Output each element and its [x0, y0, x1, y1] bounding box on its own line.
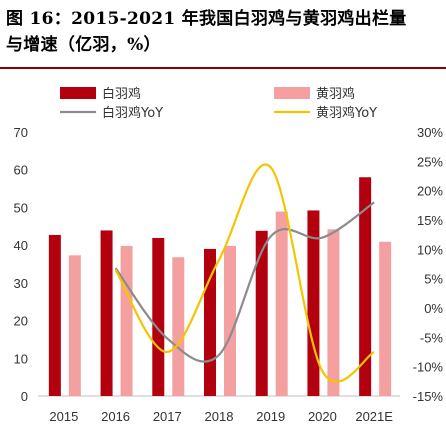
bar-white-2019	[255, 230, 268, 396]
legend-swatch-1	[274, 87, 310, 99]
left-tick-label: 30	[14, 276, 28, 291]
right-tick-label: 20%	[417, 184, 443, 199]
bar-yellow-2019	[275, 211, 288, 396]
x-tick-label: 2020	[308, 409, 337, 424]
bar-white-2020	[307, 210, 320, 396]
right-tick-label: -15%	[413, 389, 444, 404]
x-tick-label: 2017	[153, 409, 182, 424]
legend-label-0: 白羽鸡	[102, 86, 141, 102]
left-tick-label: 0	[21, 389, 28, 404]
x-tick-label: 2019	[256, 409, 285, 424]
x-tick-label: 2015	[49, 409, 78, 424]
chart-title-line-2: 与增速（亿羽，%）	[6, 35, 161, 55]
bar-white-2015	[48, 234, 61, 396]
x-tick-label: 2021E	[355, 409, 393, 424]
left-tick-label: 10	[14, 351, 28, 366]
left-tick-label: 20	[14, 314, 28, 329]
chart-title: 图 16：2015-2021 年我国白羽鸡与黄羽鸡出栏量 与增速（亿羽，%）	[6, 6, 442, 58]
line-yellow-yoy	[114, 163, 375, 383]
legend-label-3: 黄羽鸡YoY	[316, 105, 377, 121]
left-tick-label: 60	[14, 163, 28, 178]
lines	[114, 163, 375, 383]
x-tick-label: 2016	[101, 409, 130, 424]
legend-swatch-0	[60, 87, 96, 99]
left-tick-label: 50	[14, 200, 28, 215]
right-tick-label: 5%	[424, 272, 443, 287]
left-tick-label: 70	[14, 125, 28, 140]
legend-label-2: 白羽鸡YoY	[102, 105, 163, 121]
bar-white-2016	[100, 230, 113, 396]
tick-labels: 0 10 20 30 40 50 60 70 -15% -10% -5% 0% 5% 10% 15% 20% 2…	[14, 125, 444, 424]
bar-white-2017	[152, 237, 165, 396]
bar-white-2021E	[359, 177, 372, 396]
bars	[48, 177, 392, 396]
bar-yellow-2018	[224, 245, 236, 396]
right-tick-label: 10%	[417, 242, 443, 257]
chart-title-line-1: 图 16：2015-2021 年我国白羽鸡与黄羽鸡出栏量	[6, 9, 407, 29]
left-tick-label: 40	[14, 238, 28, 253]
right-tick-label: 25%	[417, 154, 443, 169]
title-divider	[0, 67, 446, 69]
right-tick-label: -5%	[420, 330, 444, 345]
right-tick-label: -10%	[413, 360, 444, 375]
bar-yellow-2015	[68, 255, 81, 396]
right-tick-label: 30%	[417, 125, 443, 140]
bar-yellow-2016	[120, 245, 133, 396]
right-tick-label: 15%	[417, 213, 443, 228]
bar-yellow-2021E	[379, 241, 392, 396]
x-tick-label: 2018	[205, 409, 234, 424]
line-white-yoy	[114, 201, 375, 363]
right-tick-label: 0%	[424, 301, 443, 316]
bar-yellow-2020	[327, 229, 340, 396]
legend-label-1: 黄羽鸡	[316, 86, 355, 102]
bar-yellow-2017	[172, 257, 185, 396]
